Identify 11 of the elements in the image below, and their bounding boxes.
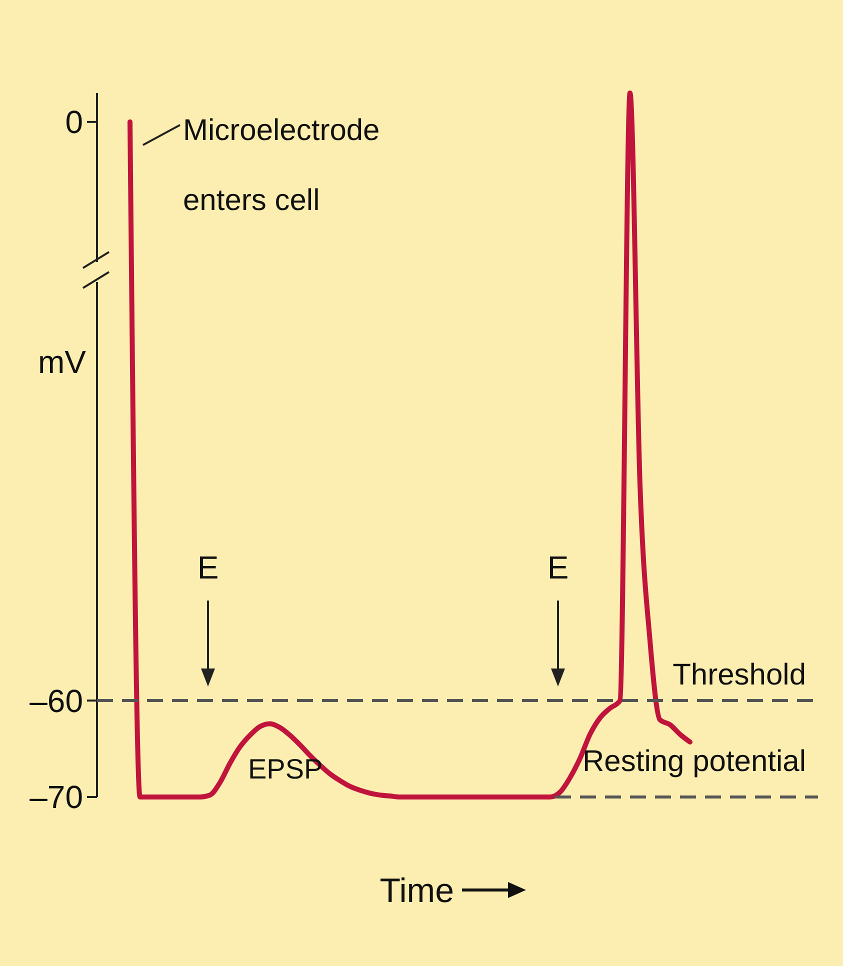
annotation: E [197,550,219,586]
x-axis-title: Time [380,872,454,910]
y-axis-title: mV [38,344,87,380]
y-tick-label: 0 [65,104,83,140]
text: Microelectrode enters cell [183,114,380,217]
y-tick-label: –70 [30,779,83,816]
annotation: E [547,550,569,586]
ref-line-label: Resting potential [582,745,806,778]
ref-line-label: Threshold [672,658,806,692]
y-tick-label: –60 [30,682,83,719]
annotation: EPSP [248,754,323,785]
